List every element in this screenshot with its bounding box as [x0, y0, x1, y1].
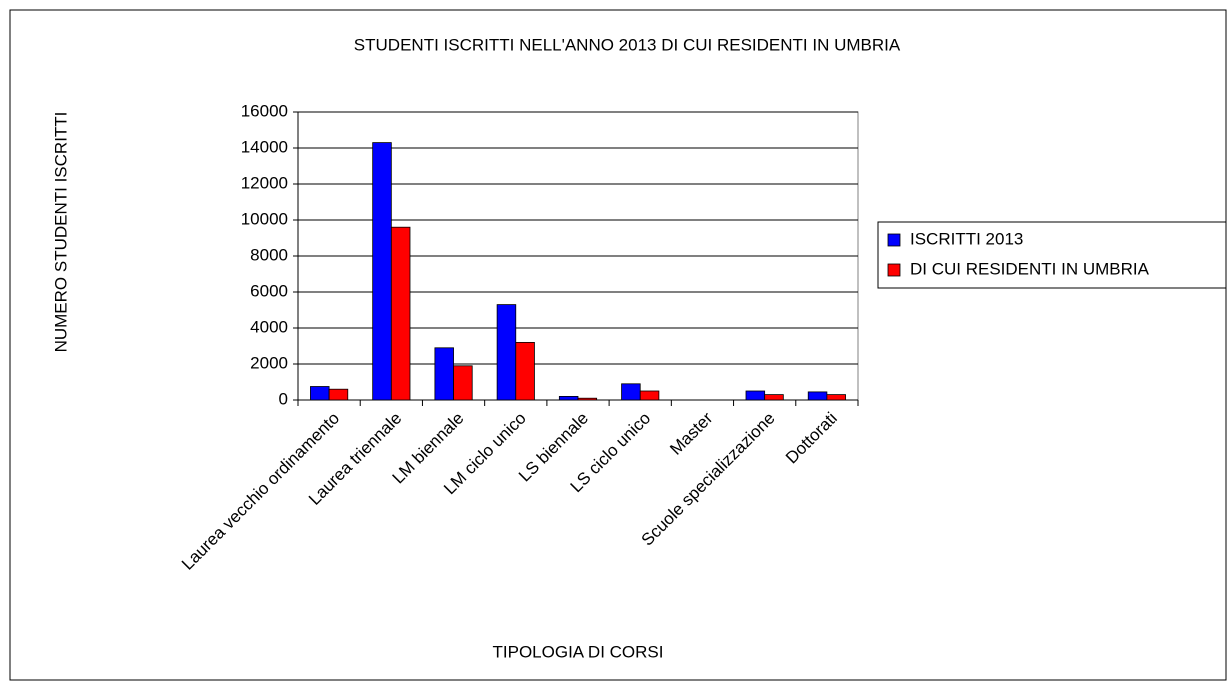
y-tick-label: 2000 [250, 353, 288, 372]
bar [515, 341, 535, 401]
bar [328, 388, 349, 401]
bar [558, 395, 579, 401]
bar [453, 365, 473, 401]
legend-swatch [887, 233, 901, 247]
bar [310, 386, 330, 401]
legend-label: ISCRITTI 2013 [910, 229, 1023, 248]
y-tick-label: 16000 [241, 101, 288, 120]
bar [807, 391, 828, 401]
legend-box [877, 221, 1227, 289]
bar [496, 304, 517, 401]
y-tick-label: 4000 [250, 317, 288, 336]
y-tick-label: 6000 [250, 281, 288, 300]
y-tick-label: 0 [279, 389, 288, 408]
bar [826, 394, 846, 401]
y-tick-label: 10000 [241, 209, 288, 228]
legend-swatch [887, 263, 901, 277]
y-tick-label: 12000 [241, 173, 288, 192]
y-tick-label: 14000 [241, 137, 288, 156]
bar [764, 394, 784, 401]
chart-title: STUDENTI ISCRITTI NELL'ANNO 2013 DI CUI … [354, 35, 901, 54]
bar [621, 383, 641, 401]
y-axis-label: NUMERO STUDENTI ISCRITTI [51, 112, 70, 353]
bar [390, 226, 411, 401]
bar [745, 390, 766, 401]
bar [577, 397, 598, 401]
x-axis-label: TIPOLOGIA DI CORSI [493, 642, 664, 661]
legend-label: DI CUI RESIDENTI IN UMBRIA [910, 259, 1150, 278]
y-tick-label: 8000 [250, 245, 288, 264]
bar [434, 347, 454, 401]
bar [639, 390, 660, 401]
bar [372, 142, 392, 401]
